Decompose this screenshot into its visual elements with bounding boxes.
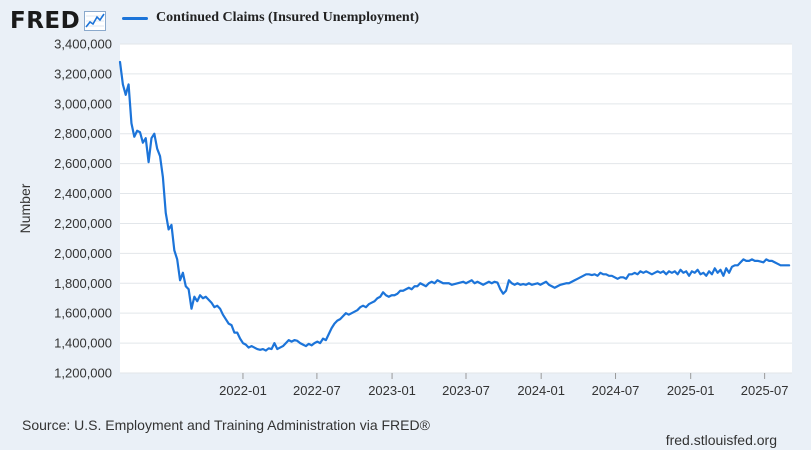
- chart-line-icon: [84, 11, 107, 31]
- source-note: Source: U.S. Employment and Training Adm…: [22, 417, 430, 433]
- y-tick-label: 3,400,000: [54, 37, 112, 52]
- y-tick-label: 2,400,000: [54, 186, 112, 201]
- site-link[interactable]: fred.stlouisfed.org: [665, 432, 777, 448]
- y-tick-label: 1,600,000: [54, 306, 112, 321]
- y-tick-label: 2,200,000: [54, 216, 112, 231]
- legend-label: Continued Claims (Insured Unemployment): [156, 10, 420, 25]
- y-tick-label: 2,600,000: [54, 156, 112, 171]
- x-tick-label: 2023-01: [368, 383, 416, 398]
- x-tick-label: 2022-07: [293, 383, 341, 398]
- y-axis-title: Number: [17, 183, 33, 233]
- y-tick-label: 3,200,000: [54, 66, 112, 81]
- chart-legend: Continued Claims (Insured Unemployment): [122, 10, 419, 26]
- x-axis-ticks: 2022-01 2022-07 2023-01 2023-07 2024-01 2024-…: [219, 373, 788, 398]
- y-tick-label: 2,800,000: [54, 126, 112, 141]
- y-axis-ticks: 1,200,000 1,400,000 1,600,000 1,800,000 2,00…: [54, 37, 112, 381]
- x-tick-label: 2025-07: [741, 383, 789, 398]
- y-tick-label: 1,200,000: [54, 366, 112, 381]
- y-tick-label: 3,000,000: [54, 96, 112, 111]
- x-tick-label: 2024-07: [592, 383, 640, 398]
- y-tick-label: 2,000,000: [54, 246, 112, 261]
- fred-logo[interactable]: FRED: [10, 7, 81, 34]
- line-chart: 1,200,000 1,400,000 1,600,000 1,800,000 2,00…: [17, 37, 792, 398]
- x-tick-label: 2022-01: [219, 383, 267, 398]
- x-tick-label: 2025-01: [667, 383, 715, 398]
- plot-area: [120, 44, 792, 373]
- y-tick-label: 1,400,000: [54, 336, 112, 351]
- fred-header: FRED: [10, 6, 107, 36]
- legend-swatch: [122, 16, 148, 20]
- x-tick-label: 2023-07: [442, 383, 490, 398]
- x-tick-label: 2024-01: [517, 383, 565, 398]
- grid-lines: [120, 43, 792, 374]
- y-tick-label: 1,800,000: [54, 276, 112, 291]
- series-line-continued-claims[interactable]: [118, 60, 791, 352]
